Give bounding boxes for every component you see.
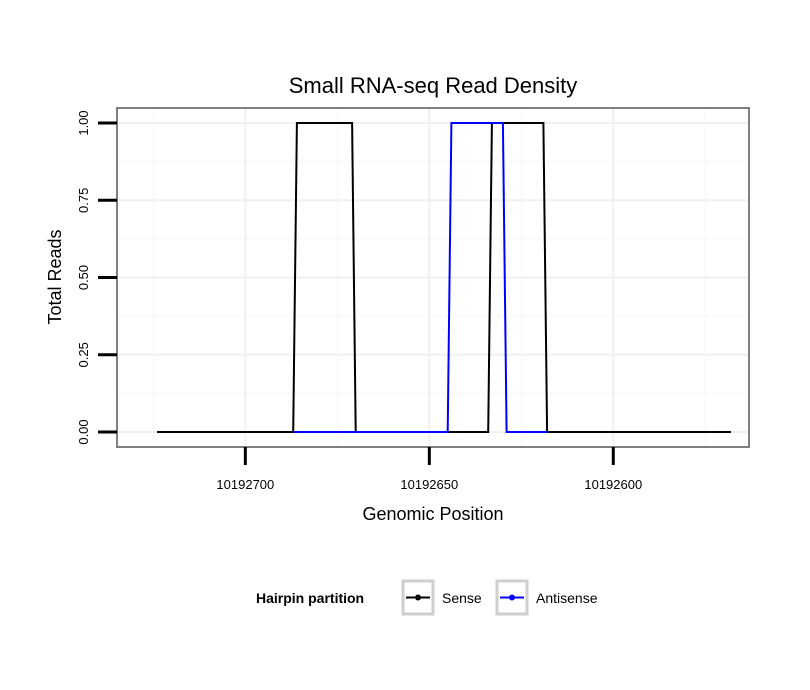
x-tick-label: 10192700	[216, 477, 274, 492]
x-axis: 10192700 10192650 10192600	[216, 447, 642, 492]
legend-point-antisense	[509, 594, 515, 601]
y-tick-label: 0.50	[76, 265, 91, 290]
y-tick-label: 0.75	[76, 188, 91, 213]
legend-label-sense: Sense	[442, 590, 482, 606]
series-layer	[157, 122, 731, 433]
y-tick-label: 1.00	[76, 110, 91, 135]
y-axis-title: Total Reads	[45, 229, 65, 324]
x-tick-label: 10192650	[400, 477, 458, 492]
legend-point-sense	[415, 594, 421, 601]
x-axis-title: Genomic Position	[362, 504, 503, 524]
y-axis: 0.00 0.25 0.50 0.75 1.00	[76, 110, 117, 445]
legend-item-sense: Sense	[401, 579, 482, 616]
y-tick-label: 0.25	[76, 342, 91, 367]
y-tick-label: 0.00	[76, 419, 91, 444]
x-tick-label: 10192600	[584, 477, 642, 492]
series-line-antisense	[293, 122, 548, 433]
legend-title: Hairpin partition	[256, 590, 364, 606]
chart-title: Small RNA-seq Read Density	[289, 73, 578, 98]
legend: Hairpin partition Sense Antisense	[256, 579, 598, 616]
legend-item-antisense: Antisense	[495, 579, 598, 616]
grid-lines	[117, 108, 749, 447]
legend-label-antisense: Antisense	[536, 590, 598, 606]
